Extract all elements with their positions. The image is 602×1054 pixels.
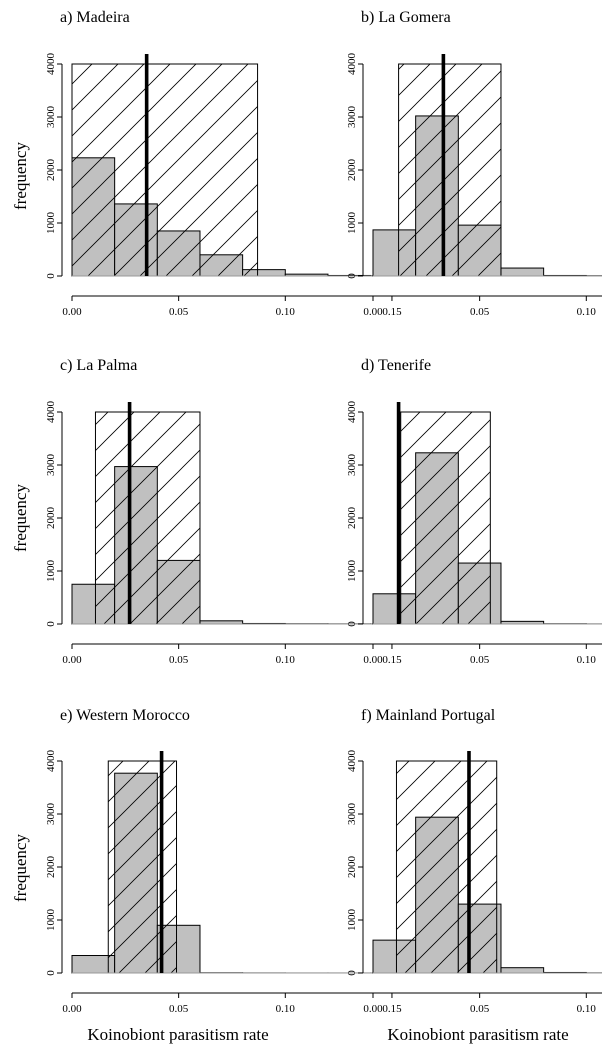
x-tick-label: 0.15 (382, 654, 402, 666)
y-tick-label: 1000 (346, 212, 358, 235)
panel-title: a) Madeira (60, 9, 130, 26)
x-tick-label: 0.10 (276, 654, 296, 666)
x-axis-label-right: Koinobiont parasitism rate (387, 1025, 568, 1044)
y-tick-label: 3000 (45, 454, 57, 477)
x-tick-label: 0.10 (577, 306, 597, 318)
x-tick-label: 0.05 (169, 654, 189, 666)
y-tick-label: 4000 (346, 401, 358, 424)
panel-title: d) Tenerife (361, 357, 431, 374)
y-tick-label: 3000 (45, 803, 57, 826)
histogram-bar (500, 267, 545, 277)
y-tick-label: 1000 (346, 560, 358, 583)
panel-title: c) La Palma (60, 357, 137, 374)
y-tick-label: 4000 (45, 401, 57, 424)
x-tick-label: 0.05 (470, 654, 490, 666)
y-tick-label: 2000 (346, 159, 358, 182)
x-tick-label: 0.10 (577, 1003, 597, 1015)
y-tick-label: 4000 (45, 750, 57, 773)
x-tick-label: 0.00 (62, 654, 82, 666)
x-tick-label: 0.05 (169, 306, 189, 318)
x-tick-label: 0.05 (470, 306, 490, 318)
y-tick-label: 2000 (45, 159, 57, 182)
x-tick-label: 0.00 (363, 1003, 383, 1015)
x-tick-label: 0.00 (363, 306, 383, 318)
y-tick-label: 2000 (346, 856, 358, 879)
y-tick-label: 4000 (346, 750, 358, 773)
y-tick-label: 2000 (346, 507, 358, 530)
y-tick-label: 1000 (346, 909, 358, 932)
x-tick-label: 0.15 (382, 1003, 402, 1015)
y-tick-label: 1000 (45, 560, 57, 583)
x-axis-label-left: Koinobiont parasitism rate (87, 1025, 268, 1044)
panel-4: d) Tenerife 0 1000 2000 3000 4000 0.00 0.05 0.10… (346, 357, 602, 666)
y-tick-label: 3000 (346, 454, 358, 477)
hatched-interval (398, 63, 502, 277)
y-tick-label: 2000 (45, 507, 57, 530)
panel-title: e) Western Morocco (60, 707, 190, 724)
x-tick-label: 0.15 (382, 306, 402, 318)
x-tick-label: 0.00 (363, 654, 383, 666)
panel-6: f) Mainland Portugal 0 1000 2000 3000 4000 0.0… (346, 707, 602, 1015)
x-tick-label: 0.10 (276, 306, 296, 318)
y-tick-label: 3000 (346, 803, 358, 826)
y-tick-label: 3000 (45, 106, 57, 129)
y-tick-label: 0 (45, 621, 57, 627)
y-axis-label-row-1: frequency (11, 142, 30, 210)
y-tick-label: 1000 (45, 909, 57, 932)
panel-title: b) La Gomera (361, 9, 451, 26)
x-tick-label: 0.00 (62, 306, 82, 318)
x-tick-label: 0.00 (62, 1003, 82, 1015)
y-tick-label: 1000 (45, 212, 57, 235)
x-tick-label: 0.10 (276, 1003, 296, 1015)
y-tick-label: 0 (45, 273, 57, 279)
y-axis-label-row-2: frequency (11, 484, 30, 552)
histogram-bar (500, 967, 545, 974)
panel-2: b) La Gomera 0 1000 2000 3000 4000 0.00 0.05 0.1… (346, 9, 602, 318)
y-tick-label: 3000 (346, 106, 358, 129)
x-tick-label: 0.05 (169, 1003, 189, 1015)
y-tick-label: 4000 (346, 53, 358, 76)
panel-3: c) La Palma 0 1000 2000 3000 4000 0.00 0.05 0.10… (45, 357, 406, 666)
y-tick-label: 0 (346, 273, 358, 279)
panel-1: a) Madeira 0 1000 2000 3000 4000 0.00 0.05 0.10 0… (45, 9, 406, 318)
y-tick-label: 0 (45, 970, 57, 976)
y-tick-label: 2000 (45, 856, 57, 879)
hatched-interval (94, 411, 201, 625)
y-tick-label: 0 (346, 621, 358, 627)
panel-title: f) Mainland Portugal (361, 707, 496, 724)
hatched-interval (71, 63, 259, 277)
y-axis-label-row-3: frequency (11, 834, 30, 902)
x-tick-label: 0.10 (577, 654, 597, 666)
y-tick-label: 0 (346, 970, 358, 976)
hatched-interval (395, 760, 498, 974)
y-tick-label: 4000 (45, 53, 57, 76)
hatched-interval (107, 760, 178, 974)
x-tick-label: 0.05 (470, 1003, 490, 1015)
hatched-interval (400, 411, 491, 625)
